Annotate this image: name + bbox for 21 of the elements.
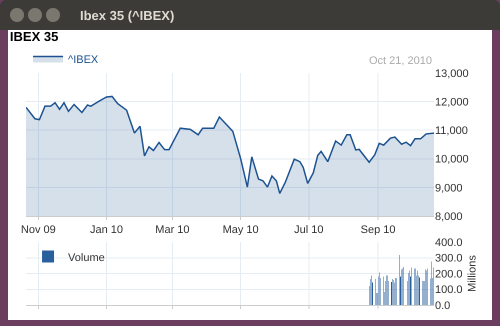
legend-label: Volume [68,252,105,264]
y-tick-label: 12,000 [435,96,469,108]
y-tick-label: 0.0 [435,300,450,312]
y-tick-label: 13,000 [435,68,469,80]
x-tick-label: Mar 10 [155,224,190,236]
text: Ibex 35 (^IBEX) [80,8,174,23]
y-tick-label: 10,000 [435,154,469,166]
y-tick-label: 200.0 [435,268,463,280]
x-tick-label: Nov 09 [20,224,56,236]
y-tick-label: 8,000 [435,210,463,223]
x-tick-label: Jul 10 [294,224,324,236]
y-tick-label: 9,000 [435,182,463,194]
chart-title: IBEX 35 [10,29,58,44]
y-axis-title: Millions [466,254,479,292]
y-tick-label: 100.0 [435,284,463,296]
x-tick-label: Jan 10 [90,224,123,236]
text: Oct 21, 2010 [369,55,432,67]
y-tick-label: 11,000 [435,125,468,138]
y-tick-label: 300.0 [435,252,463,265]
legend-label: ^IBEX [68,54,99,66]
y-tick-label: 400.0 [435,236,463,249]
